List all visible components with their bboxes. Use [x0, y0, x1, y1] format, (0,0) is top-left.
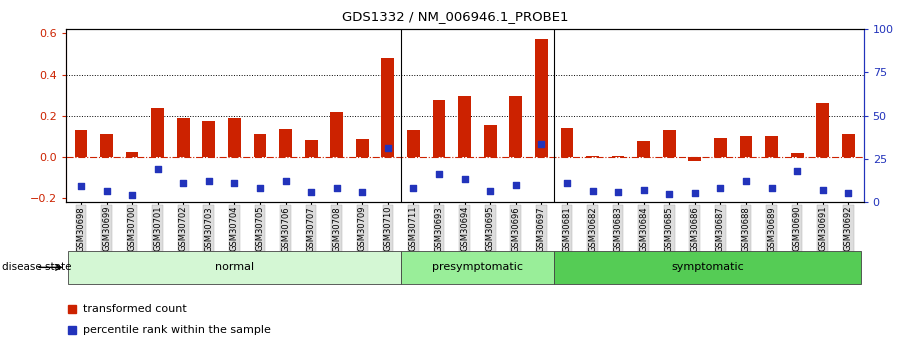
- FancyBboxPatch shape: [554, 251, 861, 284]
- Bar: [100, 134, 113, 157]
- Text: normal: normal: [215, 263, 254, 272]
- Point: [559, 180, 574, 186]
- Bar: [331, 112, 343, 157]
- Bar: [202, 121, 215, 157]
- Bar: [535, 39, 548, 157]
- Point: [355, 189, 370, 194]
- Bar: [407, 130, 420, 157]
- Bar: [586, 156, 599, 157]
- Bar: [151, 108, 164, 157]
- Bar: [177, 118, 189, 157]
- Point: [150, 166, 165, 172]
- Text: disease state: disease state: [2, 263, 71, 272]
- Point: [406, 186, 421, 191]
- Point: [201, 178, 216, 184]
- Point: [330, 186, 344, 191]
- Bar: [356, 139, 369, 157]
- Bar: [765, 136, 778, 157]
- Bar: [279, 129, 292, 157]
- Bar: [740, 136, 752, 157]
- Point: [739, 178, 753, 184]
- Point: [764, 186, 779, 191]
- Text: percentile rank within the sample: percentile rank within the sample: [83, 325, 271, 335]
- Bar: [75, 130, 87, 157]
- FancyBboxPatch shape: [68, 251, 401, 284]
- Point: [227, 180, 241, 186]
- Point: [304, 189, 319, 194]
- Point: [688, 190, 702, 195]
- Bar: [458, 96, 471, 157]
- Point: [508, 183, 523, 188]
- Bar: [689, 157, 701, 161]
- Bar: [228, 118, 241, 157]
- Bar: [253, 134, 266, 157]
- Bar: [791, 152, 804, 157]
- Point: [610, 189, 625, 194]
- Bar: [560, 128, 573, 157]
- Point: [713, 186, 728, 191]
- Text: symptomatic: symptomatic: [671, 263, 744, 272]
- Text: presymptomatic: presymptomatic: [432, 263, 523, 272]
- Text: GDS1332 / NM_006946.1_PROBE1: GDS1332 / NM_006946.1_PROBE1: [343, 10, 568, 23]
- Bar: [816, 103, 829, 157]
- Bar: [611, 156, 624, 157]
- Point: [278, 178, 292, 184]
- Point: [790, 168, 804, 174]
- Point: [432, 171, 446, 177]
- Point: [74, 184, 88, 189]
- Bar: [509, 96, 522, 157]
- Point: [841, 190, 855, 195]
- Bar: [842, 134, 855, 157]
- Point: [381, 146, 395, 151]
- Point: [662, 191, 677, 196]
- Bar: [484, 125, 496, 157]
- Point: [125, 192, 139, 197]
- Point: [252, 186, 267, 191]
- Bar: [638, 141, 650, 157]
- Point: [483, 188, 497, 193]
- Bar: [433, 100, 445, 157]
- Bar: [126, 151, 138, 157]
- Point: [457, 177, 472, 182]
- Point: [815, 187, 830, 192]
- Point: [99, 188, 114, 193]
- Point: [585, 188, 599, 193]
- Bar: [305, 140, 318, 157]
- Text: transformed count: transformed count: [83, 304, 187, 314]
- Bar: [714, 138, 727, 157]
- Bar: [382, 58, 394, 157]
- FancyBboxPatch shape: [401, 251, 554, 284]
- Point: [637, 187, 651, 192]
- Bar: [663, 130, 676, 157]
- Point: [534, 141, 548, 147]
- Point: [176, 180, 190, 186]
